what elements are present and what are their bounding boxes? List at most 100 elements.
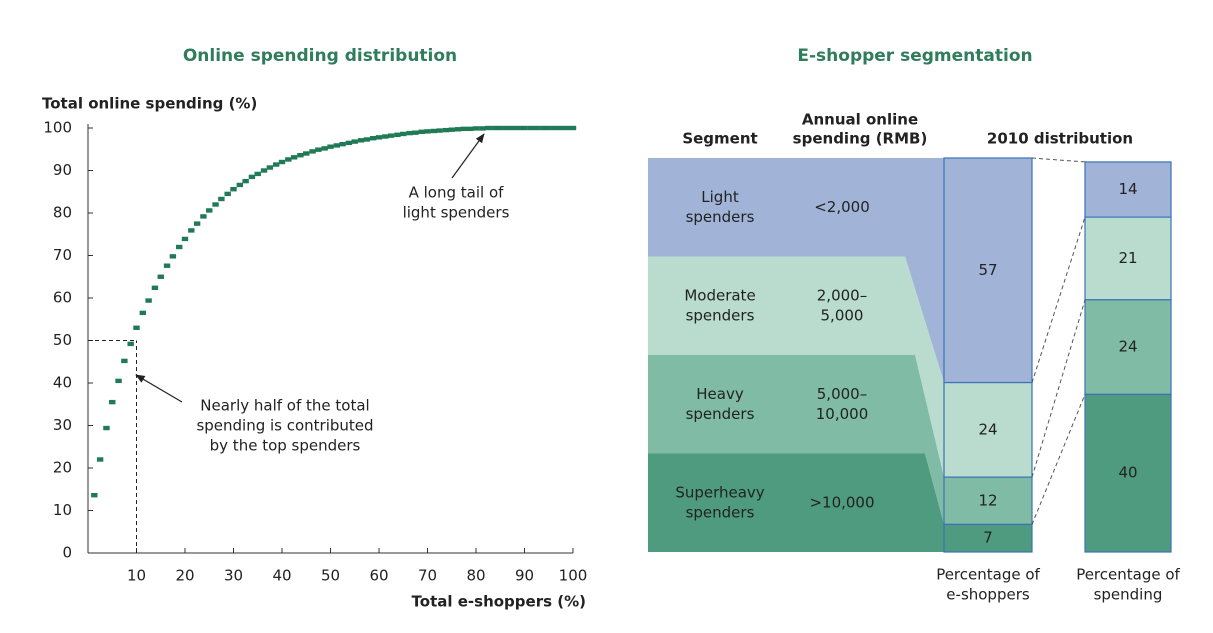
data-point [91, 493, 98, 498]
data-point [206, 208, 213, 213]
segment-range: 10,000 [816, 405, 869, 423]
x-tick-label: 30 [224, 567, 243, 585]
segment-range: >10,000 [809, 493, 874, 511]
segment-name: spenders [686, 405, 755, 423]
data-point [200, 214, 207, 219]
data-point [551, 125, 559, 131]
segment-name: Moderate [684, 286, 755, 304]
chart-title: E-shopper segmentation [797, 46, 1032, 66]
data-point [169, 254, 177, 259]
data-point [412, 130, 419, 135]
data-point [278, 159, 286, 165]
data-point [315, 147, 322, 152]
annotation-text: A long tail of [409, 184, 505, 202]
data-point [382, 134, 389, 139]
data-point [193, 221, 201, 226]
data-point [400, 131, 407, 137]
data-point [557, 125, 565, 131]
data-point [188, 228, 195, 233]
data-point [539, 125, 547, 131]
data-point [127, 341, 134, 347]
data-point [418, 129, 425, 135]
data-point [509, 125, 516, 131]
data-point [357, 138, 365, 143]
y-tick-label: 60 [53, 289, 72, 307]
data-point [406, 130, 413, 136]
data-point [503, 125, 510, 131]
data-point [212, 202, 219, 207]
x-axis-label: Total e-shoppers (%) [412, 593, 586, 611]
data-point [285, 157, 292, 162]
y-tick-label: 50 [53, 331, 72, 349]
data-point [242, 178, 249, 184]
data-point [109, 399, 116, 405]
data-point [133, 325, 140, 330]
data-point [151, 285, 159, 290]
data-point [430, 128, 438, 134]
annotation-text: Nearly half of the total [200, 397, 369, 415]
segment-name: Light [701, 188, 739, 206]
data-point [103, 425, 110, 431]
connector [1031, 157, 1086, 163]
connector [1031, 216, 1086, 383]
data-point [230, 187, 237, 192]
category-label: spending [1094, 586, 1163, 604]
data-point [303, 151, 310, 156]
data-point [266, 165, 274, 170]
data-point [339, 141, 346, 147]
y-tick-label: 70 [53, 246, 72, 264]
bar-value-label: 21 [1118, 249, 1137, 267]
x-tick-label: 70 [418, 567, 437, 585]
bar-value-label: 14 [1118, 180, 1137, 198]
bar-value-label: 7 [983, 529, 993, 547]
data-point [545, 125, 552, 131]
data-point [436, 128, 443, 133]
data-point [484, 125, 492, 131]
bar-segment [943, 523, 1033, 553]
data-point [466, 126, 474, 132]
bar-segment [1084, 393, 1172, 553]
y-tick-label: 80 [53, 204, 72, 222]
bar-value-label: 24 [978, 420, 997, 438]
segment-range: <2,000 [814, 198, 870, 216]
column-header: 2010 distribution [987, 130, 1133, 148]
segment-band [648, 355, 944, 525]
data-point [563, 125, 571, 131]
data-point [521, 125, 528, 131]
data-point [175, 244, 183, 250]
data-point [272, 162, 280, 167]
data-point [115, 378, 122, 384]
category-label: Percentage of [1076, 566, 1180, 584]
x-tick-label: 100 [559, 567, 588, 585]
column-header: Annual online [802, 111, 918, 129]
category-label: e-shoppers [946, 586, 1030, 604]
segment-range: 5,000– [817, 385, 867, 403]
data-point [454, 127, 462, 132]
data-point [497, 125, 504, 131]
bar-segment [943, 381, 1033, 478]
data-point [254, 171, 261, 177]
x-tick-label: 20 [175, 567, 194, 585]
y-tick-label: 20 [53, 459, 72, 477]
segment-band [648, 158, 944, 383]
bar-segment [1084, 299, 1172, 395]
chart-title: Online spending distribution [183, 46, 457, 66]
data-point [224, 191, 231, 197]
segment-name: spenders [686, 503, 755, 521]
data-point [472, 126, 480, 131]
segment-range: 5,000 [821, 306, 864, 324]
category-label: Percentage of [936, 566, 1040, 584]
data-point [460, 126, 468, 132]
data-point [515, 125, 522, 131]
data-point [260, 168, 268, 173]
data-point [218, 196, 225, 202]
data-point [345, 140, 353, 146]
segment-name: Heavy [696, 385, 744, 403]
data-point [387, 133, 395, 138]
data-point [163, 263, 171, 268]
data-point [297, 153, 304, 158]
data-point [139, 310, 147, 316]
bar-value-label: 12 [978, 491, 997, 509]
data-point [363, 137, 371, 142]
bar-value-label: 24 [1118, 338, 1137, 356]
